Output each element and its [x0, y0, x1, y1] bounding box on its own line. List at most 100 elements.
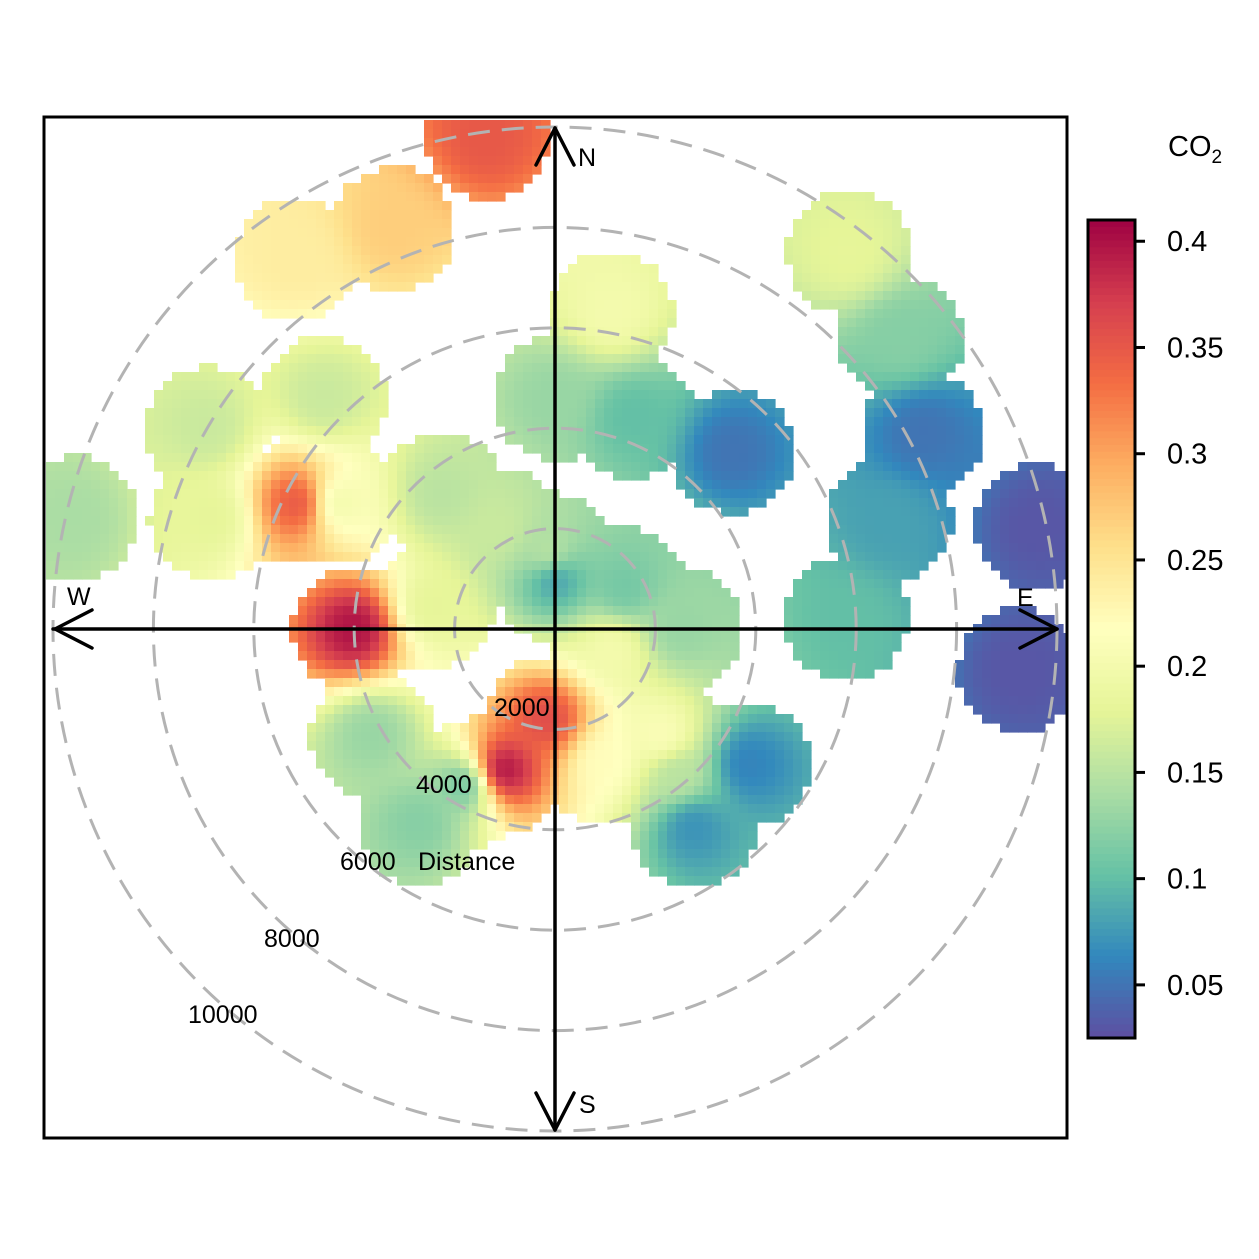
heat-cell	[838, 498, 848, 508]
heat-cell	[640, 264, 650, 274]
heat-cell	[721, 777, 731, 787]
heat-cell	[460, 156, 470, 166]
heat-cell	[865, 264, 875, 274]
heat-cell	[100, 498, 110, 508]
heat-cell	[352, 696, 362, 706]
heat-cell	[325, 255, 335, 265]
heat-cell	[190, 498, 200, 508]
heat-cell	[874, 633, 884, 643]
heat-cell	[91, 516, 101, 526]
heat-cell	[424, 534, 434, 544]
heat-cell	[586, 273, 596, 283]
heat-cell	[532, 633, 542, 643]
heat-cell	[955, 390, 965, 400]
heat-cell	[685, 678, 695, 688]
heat-cell	[784, 426, 794, 436]
heat-cell	[649, 282, 659, 292]
heat-cell	[460, 750, 470, 760]
heat-cell	[361, 741, 371, 751]
heat-cell	[820, 570, 830, 580]
heat-cell	[946, 462, 956, 472]
heat-cell	[352, 741, 362, 751]
heat-cell	[352, 255, 362, 265]
heat-cell	[226, 390, 236, 400]
heat-cell	[64, 489, 74, 499]
heat-cell	[523, 732, 533, 742]
heat-cell	[370, 669, 380, 679]
colorbar-swatch	[1088, 220, 1135, 228]
heat-cell	[361, 633, 371, 643]
heat-cell	[109, 561, 119, 571]
heat-cell	[856, 660, 866, 670]
heat-cell	[667, 417, 677, 427]
heat-cell	[478, 192, 488, 202]
heat-cell	[1009, 516, 1019, 526]
heat-cell	[631, 831, 641, 841]
heat-cell	[226, 471, 236, 481]
heat-cell	[955, 669, 965, 679]
heat-cell	[667, 444, 677, 454]
heat-cell	[721, 651, 731, 661]
heat-cell	[406, 642, 416, 652]
heat-cell	[739, 804, 749, 814]
heat-cell	[1054, 525, 1064, 535]
heat-cell	[91, 480, 101, 490]
heat-cell	[199, 498, 209, 508]
heat-cell	[262, 390, 272, 400]
heat-cell	[712, 831, 722, 841]
heat-cell	[829, 669, 839, 679]
heat-cell	[532, 435, 542, 445]
heat-cell	[793, 651, 803, 661]
heat-cell	[307, 426, 317, 436]
heat-cell	[388, 606, 398, 616]
heat-cell	[235, 372, 245, 382]
heat-cell	[577, 732, 587, 742]
heat-cell	[334, 264, 344, 274]
heat-cell	[451, 147, 461, 157]
heat-cell	[496, 597, 506, 607]
heat-cell	[631, 435, 641, 445]
heat-cell	[361, 183, 371, 193]
heat-cell	[496, 408, 506, 418]
heat-cell	[793, 741, 803, 751]
heat-cell	[361, 615, 371, 625]
heat-cell	[460, 597, 470, 607]
heat-cell	[253, 399, 263, 409]
heat-cell	[244, 246, 254, 256]
heat-cell	[532, 714, 542, 724]
heat-cell	[487, 462, 497, 472]
heat-cell	[514, 741, 524, 751]
heat-cell	[856, 264, 866, 274]
heat-cell	[883, 210, 893, 220]
heat-cell	[739, 840, 749, 850]
heat-cell	[424, 642, 434, 652]
heat-cell	[847, 246, 857, 256]
heat-cell	[433, 606, 443, 616]
heat-cell	[640, 300, 650, 310]
heat-cell	[361, 831, 371, 841]
heat-cell	[865, 480, 875, 490]
heat-cell	[406, 174, 416, 184]
heat-cell	[622, 750, 632, 760]
heat-cell	[730, 633, 740, 643]
heat-cell	[640, 750, 650, 760]
heat-cell	[577, 327, 587, 337]
heat-cell	[856, 507, 866, 517]
heat-cell	[505, 129, 515, 139]
heat-cell	[505, 147, 515, 157]
heat-cell	[802, 255, 812, 265]
heat-cell	[307, 723, 317, 733]
heat-cell	[1054, 687, 1064, 697]
heat-cell	[613, 363, 623, 373]
heat-cell	[1045, 696, 1055, 706]
heat-cell	[334, 399, 344, 409]
heat-cell	[883, 615, 893, 625]
heat-cell	[1045, 498, 1055, 508]
heat-cell	[766, 444, 776, 454]
heat-cell	[325, 615, 335, 625]
heat-cell	[847, 228, 857, 238]
heat-cell	[370, 588, 380, 598]
heat-cell	[469, 183, 479, 193]
heat-cell	[487, 777, 497, 787]
heat-cell	[181, 525, 191, 535]
